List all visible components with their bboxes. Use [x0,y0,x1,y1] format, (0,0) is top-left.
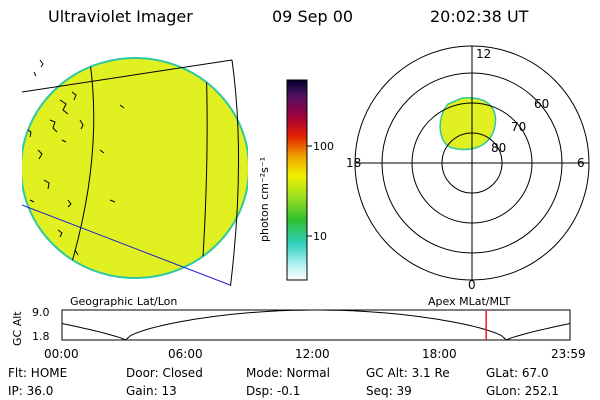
coastlines [27,59,125,256]
y-min-label: 1.8 [32,330,50,343]
mlt-label-12: 12 [476,47,492,61]
colorbar-tick: 10 [313,230,327,243]
status-glat: GLat: 67.0 [486,366,549,380]
terminator-line [22,204,231,286]
colorbar-tick: 100 [313,140,334,153]
polar-plot [354,45,590,281]
y-max-label: 9.0 [32,306,50,319]
observation-date: 09 Sep 00 [272,7,354,26]
gc-alt-axis-label: GC Alt [11,311,24,346]
altitude-curve [61,309,571,341]
auroral-oval [439,97,497,151]
longitude-line [229,59,240,286]
status-dsp: Dsp: -0.1 [246,384,301,398]
status-door: Door: Closed [126,366,203,380]
status-ip: IP: 36.0 [8,384,54,398]
colorbar [286,79,308,281]
timeline-frame [61,309,571,341]
status-seq: Seq: 39 [366,384,412,398]
status-gc-alt: GC Alt: 3.1 Re [366,366,450,380]
colorbar-unit-label: photon cm⁻²s⁻¹ [258,156,271,242]
lat-label-60: 60 [534,97,550,111]
observation-time: 20:02:38 UT [430,7,529,26]
x-tick-0600: 06:00 [168,347,203,361]
x-tick-1800: 18:00 [422,347,457,361]
latitude-line [22,59,233,93]
imager-image [22,57,248,286]
x-tick-2359: 23:59 [551,347,586,361]
status-gain: Gain: 13 [126,384,177,398]
earth-disk [22,57,248,279]
status-flight: Flt: HOME [8,366,68,380]
status-mode: Mode: Normal [246,366,330,380]
mlt-label-6: 6 [577,156,585,170]
geographic-label: Geographic Lat/Lon [70,295,178,308]
apex-label: Apex MLat/MLT [428,295,511,308]
status-glon: GLon: 252.1 [486,384,559,398]
mlt-label-18: 18 [346,156,362,170]
x-tick-1200: 12:00 [295,347,330,361]
x-tick-0000: 00:00 [44,347,79,361]
altitude-timeline [61,309,571,341]
lat-label-80: 80 [491,141,507,155]
mlt-label-0: 0 [468,278,476,292]
lat-label-70: 70 [511,120,527,134]
instrument-title: Ultraviolet Imager [48,7,193,26]
